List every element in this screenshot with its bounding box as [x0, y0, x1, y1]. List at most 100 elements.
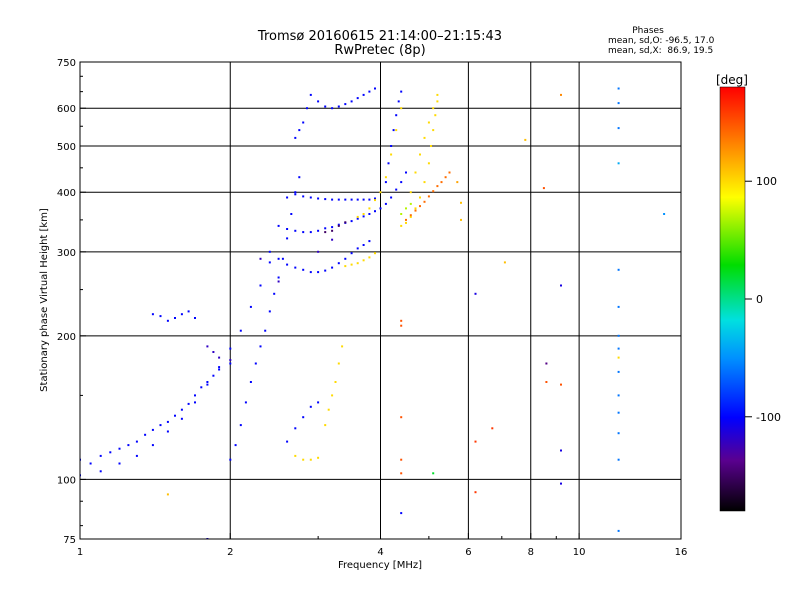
echo-point: [298, 129, 301, 132]
x-axis-label: Frequency [MHz]: [338, 560, 422, 571]
echo-point: [324, 231, 327, 234]
x-tick-label: 16: [675, 547, 688, 558]
echo-point: [374, 87, 376, 90]
isolated-echo-point: [617, 162, 620, 165]
isolated-echo-point: [474, 440, 477, 443]
echo-point: [344, 221, 347, 224]
echo-point: [395, 129, 398, 132]
isolated-echo-point: [617, 529, 620, 532]
echo-point: [144, 433, 147, 436]
echo-point: [337, 105, 340, 108]
echo-point: [151, 444, 154, 447]
echo-point: [249, 381, 252, 383]
echo-point: [239, 424, 242, 427]
echo-point: [294, 191, 297, 194]
echo-point: [277, 276, 280, 279]
echo-point: [409, 214, 412, 217]
echo-point: [118, 462, 121, 465]
echo-point: [409, 202, 412, 205]
isolated-echo-point: [400, 319, 403, 322]
echo-point: [166, 420, 169, 423]
echo-point: [350, 198, 353, 201]
echo-point: [302, 231, 305, 234]
isolated-echo-point: [617, 394, 620, 397]
isolated-echo-point: [400, 458, 403, 461]
echo-point: [317, 250, 320, 253]
isolated-echo-point: [400, 324, 403, 327]
echo-point: [259, 257, 262, 260]
echo-point: [423, 200, 426, 203]
colorbar: [719, 86, 746, 512]
echo-point: [387, 162, 390, 165]
echo-point: [317, 197, 320, 200]
isolated-echo-point: [460, 218, 462, 221]
isolated-echo-point: [545, 381, 548, 383]
echo-point: [337, 224, 340, 227]
y-tick-label: 100: [57, 475, 76, 486]
isolated-echo-point: [617, 87, 620, 90]
echo-point: [277, 280, 280, 283]
isolated-echo-point: [400, 472, 403, 475]
grid-lines: [80, 62, 681, 539]
echo-point: [309, 271, 312, 274]
isolated-echo-point: [456, 181, 459, 184]
echo-point: [206, 345, 209, 348]
echo-point: [356, 97, 359, 100]
echo-point: [423, 136, 426, 139]
echo-point: [286, 196, 289, 199]
echo-point: [309, 405, 312, 408]
echo-point: [180, 417, 183, 420]
echo-point: [427, 162, 430, 165]
isolated-echo-point: [617, 102, 620, 105]
echo-point: [239, 329, 242, 332]
echo-point: [290, 213, 293, 215]
echo-point: [436, 93, 439, 96]
echo-point: [309, 231, 312, 234]
isolated-echo-point: [474, 292, 477, 295]
echo-point: [294, 229, 297, 232]
echo-point: [281, 257, 284, 260]
colorbar-ticks: 100 0 -100: [745, 175, 781, 424]
echo-point: [294, 454, 297, 457]
echo-point: [302, 416, 305, 419]
echo-point: [264, 329, 267, 332]
echo-point: [434, 114, 437, 117]
isolated-echo-point: [560, 93, 562, 96]
echo-point: [229, 359, 232, 361]
echo-point: [259, 345, 262, 348]
echo-point: [374, 197, 376, 200]
colorbar-tick-label: 100: [756, 175, 777, 188]
echo-point: [392, 129, 395, 132]
chart-title: Tromsø 20160615 21:14:00–21:15:43: [257, 29, 502, 44]
echo-point: [409, 215, 412, 218]
isolated-echo-point: [560, 383, 562, 386]
echo-point: [419, 153, 421, 156]
echo-point: [350, 263, 353, 266]
x-tick-label: 1: [77, 547, 83, 558]
isolated-echo-point: [560, 449, 562, 452]
echo-point: [400, 213, 403, 215]
isolated-echo-point: [617, 127, 620, 130]
echo-point: [218, 368, 221, 371]
isolated-echo-point: [560, 482, 562, 485]
echo-point: [212, 374, 215, 377]
isolated-echo-point: [166, 493, 169, 496]
echo-point: [294, 136, 297, 139]
echo-point: [331, 266, 334, 269]
echo-point: [331, 107, 334, 110]
echo-point: [356, 247, 359, 250]
echo-point: [395, 114, 398, 117]
echo-point: [368, 198, 371, 201]
echo-point: [268, 250, 271, 253]
echo-point: [194, 394, 196, 397]
y-tick-label: 300: [57, 248, 76, 259]
echo-point: [327, 408, 330, 411]
echo-point: [317, 229, 320, 232]
echo-point: [337, 223, 340, 226]
echo-point: [337, 198, 340, 201]
x-tick-label: 8: [528, 547, 534, 558]
echo-point: [436, 185, 439, 188]
echo-point: [356, 217, 359, 220]
echo-point: [151, 313, 154, 316]
echo-point: [368, 240, 371, 243]
